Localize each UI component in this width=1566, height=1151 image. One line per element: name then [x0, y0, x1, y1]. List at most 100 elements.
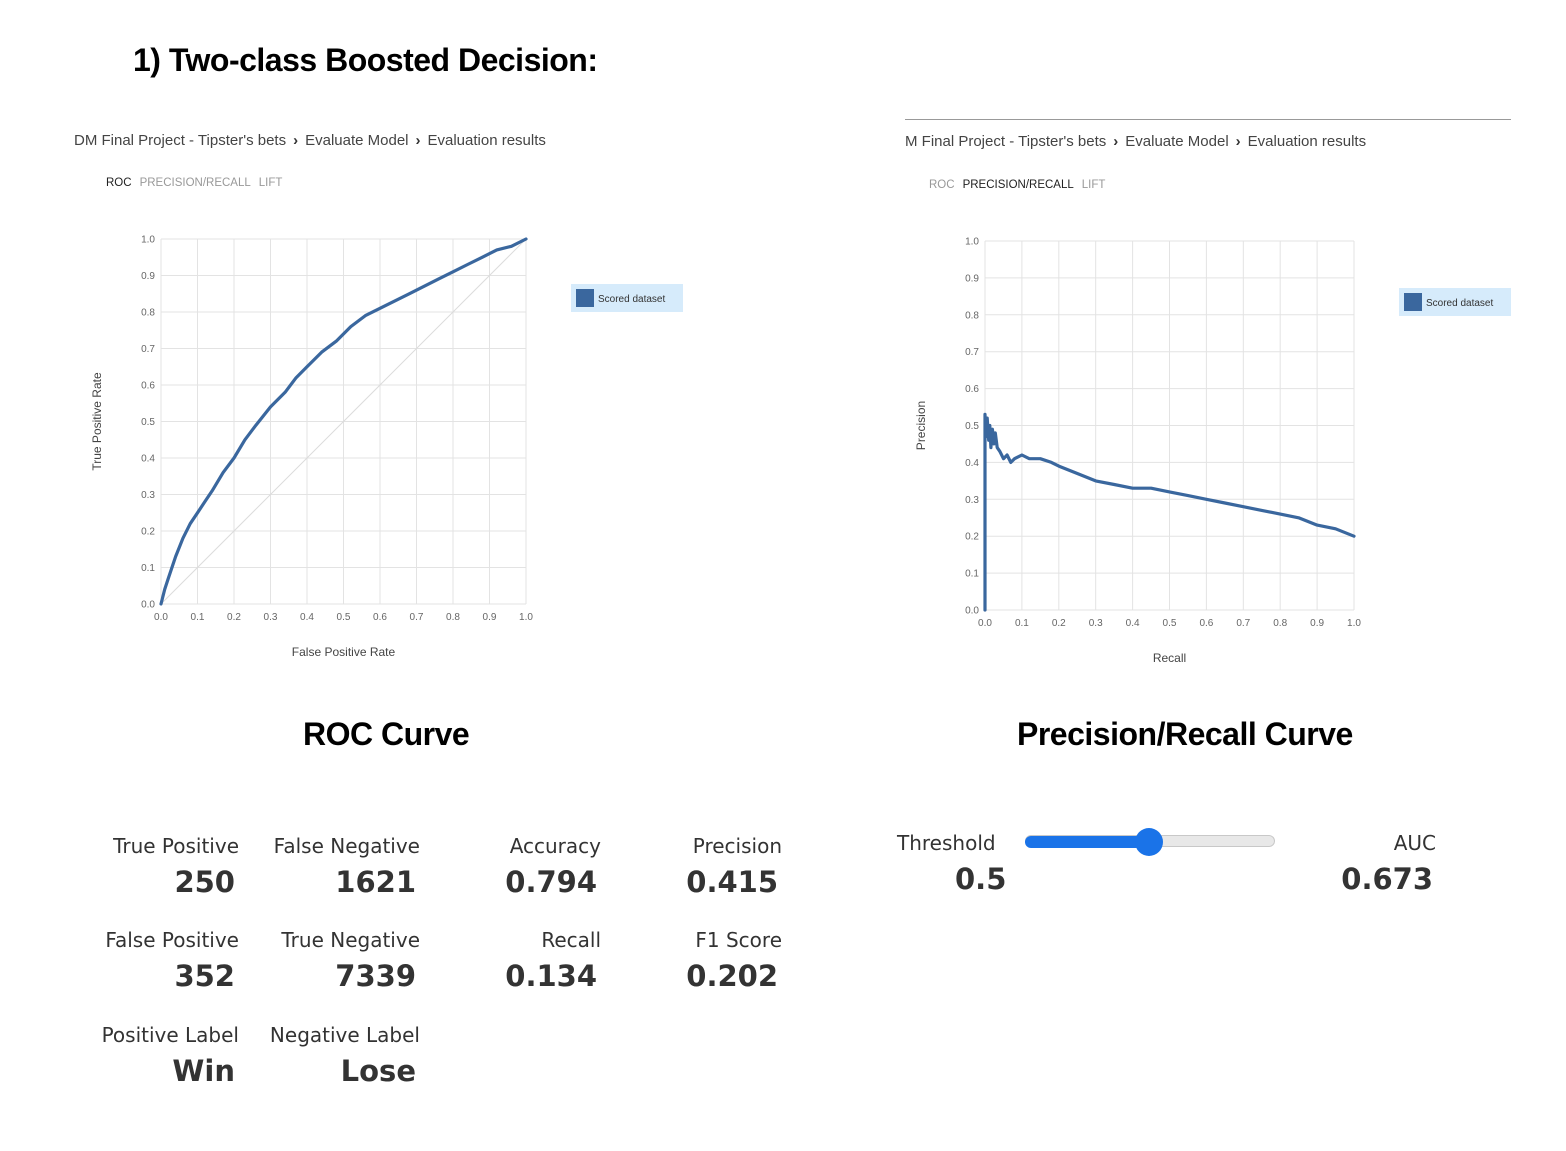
- breadcrumb-item: Evaluation results: [1247, 133, 1367, 150]
- x-tick-label: 0.0: [978, 618, 992, 629]
- true-negative-value: 7339: [335, 959, 416, 993]
- breadcrumb-item[interactable]: Evaluate Model: [1125, 133, 1229, 150]
- roc-chart: 0.00.0 0.1 0.1 0.2 0.2 0.3 0.3 0.4 0.4 0.5 0.5 0.6 0…: [90, 235, 683, 659]
- x-axis-label: Recall: [1153, 651, 1186, 665]
- true-negative-label: True Negative: [281, 928, 420, 952]
- x-tick-label: 0.5: [1163, 618, 1177, 629]
- chevron-right-icon: ›: [1113, 133, 1119, 150]
- false-positive-label: False Positive: [105, 928, 239, 952]
- auc-label: AUC: [1393, 831, 1436, 855]
- recall-label: Recall: [541, 928, 601, 952]
- false-positive-value: 352: [174, 959, 235, 993]
- tab-roc[interactable]: ROC: [929, 179, 955, 191]
- tab-precision-recall[interactable]: PRECISION/RECALL: [962, 179, 1074, 191]
- slider-fill: [1025, 836, 1149, 848]
- negative-label-value: Lose: [340, 1054, 416, 1088]
- y-tick-label: 0.0: [141, 600, 155, 611]
- pr-caption: Precision/Recall Curve: [1017, 716, 1353, 752]
- threshold-value: 0.5: [955, 862, 1007, 896]
- y-tick-label: 0.6: [965, 384, 979, 395]
- legend-label: Scored dataset: [1426, 298, 1493, 309]
- y-tick-label: 0.2: [965, 532, 979, 543]
- series-line: [983, 412, 1356, 612]
- precision-value: 0.415: [686, 865, 778, 899]
- y-tick-label: 0.5: [965, 421, 979, 432]
- x-tick-label: 0.3: [264, 612, 278, 623]
- legend-swatch: [1404, 293, 1422, 311]
- negative-label-label: Negative Label: [269, 1023, 420, 1047]
- breadcrumb-item: Evaluation results: [427, 132, 546, 149]
- x-tick-label: 0.1: [191, 612, 205, 623]
- chevron-right-icon: ›: [293, 132, 299, 149]
- y-tick-label: 0.5: [141, 417, 155, 428]
- roc-caption: ROC Curve: [303, 716, 470, 752]
- x-tick-label: 0.1: [1015, 618, 1029, 629]
- chevron-right-icon: ›: [415, 132, 421, 149]
- threshold-slider[interactable]: [1025, 828, 1275, 856]
- x-tick-label: 0.5: [337, 612, 351, 623]
- x-tick-label: 0.2: [227, 612, 241, 623]
- y-tick-label: 0.8: [965, 310, 979, 321]
- x-tick-label: 0.8: [1273, 618, 1287, 629]
- x-tick-label: 0.3: [1089, 618, 1103, 629]
- x-tick-label: 0.9: [1310, 618, 1324, 629]
- x-tick-label: 0.7: [410, 612, 424, 623]
- y-tick-label: 0.4: [141, 454, 155, 465]
- divider: [905, 119, 1511, 120]
- series-line: [159, 237, 528, 606]
- x-tick-label: 0.6: [373, 612, 387, 623]
- tab-precision-recall[interactable]: PRECISION/RECALL: [139, 177, 251, 189]
- true-positive-value: 250: [174, 865, 235, 899]
- legend-label: Scored dataset: [598, 294, 665, 305]
- page-heading: 1) Two-class Boosted Decision:: [133, 42, 598, 78]
- y-tick-label: 0.1: [141, 563, 155, 574]
- x-tick-label: 0.2: [1052, 618, 1066, 629]
- y-tick-label: 0.3: [965, 495, 979, 506]
- y-axis-label: True Positive Rate: [90, 372, 104, 471]
- y-tick-label: 0.9: [965, 273, 979, 284]
- x-tick-label: 1.0: [519, 612, 533, 623]
- breadcrumb-item[interactable]: M Final Project - Tipster's bets: [905, 133, 1107, 150]
- y-tick-label: 0.8: [141, 308, 155, 319]
- slider-thumb[interactable]: [1135, 828, 1163, 856]
- breadcrumb-item[interactable]: DM Final Project - Tipster's bets: [74, 132, 287, 149]
- f1-score-label: F1 Score: [695, 928, 782, 952]
- f1-score-value: 0.202: [686, 959, 778, 993]
- breadcrumb-left: DM Final Project - Tipster's bets › Evalua…: [74, 132, 546, 149]
- positive-label-label: Positive Label: [101, 1023, 239, 1047]
- false-negative-value: 1621: [335, 865, 416, 899]
- x-tick-label: 0.0: [154, 612, 168, 623]
- x-tick-label: 0.6: [1199, 618, 1213, 629]
- legend-swatch: [576, 289, 594, 307]
- breadcrumb-item[interactable]: Evaluate Model: [305, 132, 409, 149]
- x-tick-label: 0.8: [446, 612, 460, 623]
- threshold-label: Threshold: [897, 831, 996, 855]
- y-tick-label: 0.7: [141, 344, 155, 355]
- x-tick-label: 0.4: [300, 612, 314, 623]
- y-tick-label: 0.7: [965, 347, 979, 358]
- precision-label: Precision: [692, 834, 782, 858]
- y-axis-label: Precision: [914, 401, 928, 450]
- recall-value: 0.134: [505, 959, 597, 993]
- chart-tabs-left: ROC PRECISION/RECALL LIFT: [106, 177, 290, 189]
- tab-lift[interactable]: LIFT: [258, 177, 283, 189]
- x-tick-label: 0.7: [1236, 618, 1250, 629]
- x-tick-label: 0.9: [483, 612, 497, 623]
- true-positive-label: True Positive: [113, 834, 239, 858]
- accuracy-value: 0.794: [505, 865, 597, 899]
- y-tick-label: 0.9: [141, 271, 155, 282]
- breadcrumb-right: M Final Project - Tipster's bets › Evaluat…: [905, 133, 1366, 150]
- x-tick-label: 1.0: [1347, 618, 1361, 629]
- y-tick-label: 0.2: [141, 527, 155, 538]
- tab-lift[interactable]: LIFT: [1081, 179, 1106, 191]
- y-tick-label: 0.4: [965, 458, 979, 469]
- accuracy-label: Accuracy: [509, 834, 601, 858]
- tab-roc[interactable]: ROC: [106, 177, 132, 189]
- false-negative-label: False Negative: [273, 834, 420, 858]
- precision-recall-chart: 0.00.0 0.1 0.1 0.2 0.2 0.3 0.3 0.4 0.4 0.5 0.5 0.6 0…: [914, 237, 1511, 665]
- x-axis-label: False Positive Rate: [292, 645, 396, 659]
- chevron-right-icon: ›: [1235, 133, 1241, 150]
- y-tick-label: 1.0: [141, 235, 155, 246]
- y-tick-label: 0.6: [141, 381, 155, 392]
- y-tick-label: 0.0: [965, 606, 979, 617]
